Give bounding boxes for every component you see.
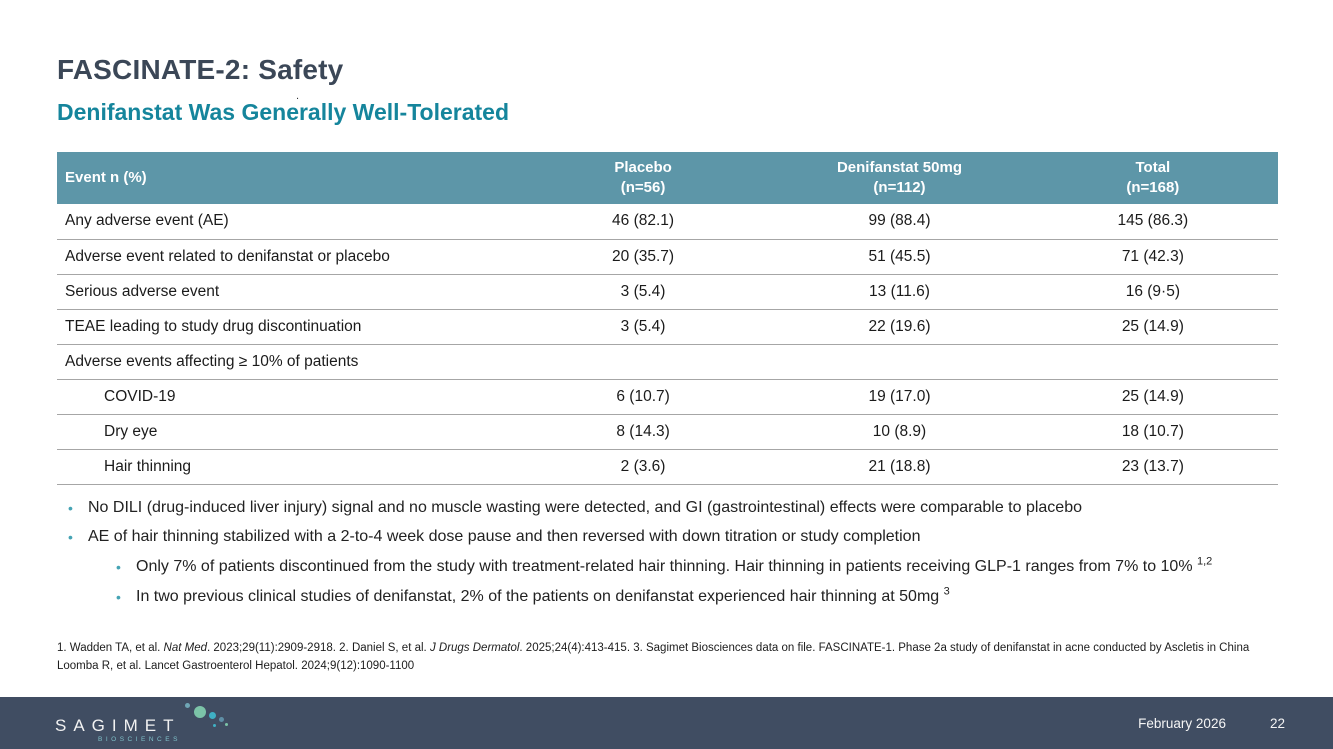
header-denifanstat-line2: (n=112) [873,179,926,196]
row-label: Dry eye [57,414,515,450]
sub-bullet-text-main: In two previous clinical studies of deni… [136,588,944,605]
footnote-line: 1. Wadden TA, et al. Nat Med. 2023;29(11… [57,641,1292,656]
header-denifanstat-line1: Denifanstat 50mg [836,159,962,176]
table-header-row: Event n (%) Placebo (n=56) Denifanstat 5… [57,152,1278,204]
footnotes: 1. Wadden TA, et al. Nat Med. 2023;29(11… [57,641,1292,673]
footnote-journal: Nat Med [163,642,208,654]
sub-bullet-item: • In two previous clinical studies of de… [105,586,1302,608]
page-number: 22 [1269,715,1285,731]
bullet-item: • No DILI (drug-induced liver injury) si… [57,497,1302,519]
bullet-text: No DILI (drug-induced liver injury) sign… [88,499,1082,516]
logo-dots-icon [165,701,255,731]
adverse-events-table: Event n (%) Placebo (n=56) Denifanstat 5… [57,152,1278,485]
bullet-icon: • [116,589,121,605]
row-label: Adverse events affecting ≥ 10% of patien… [57,344,515,380]
header-placebo-line2: (n=56) [620,179,666,196]
table-row: Dry eye 8 (14.3) 10 (8.9) 18 (10.7) [57,414,1278,450]
key-points: • No DILI (drug-induced liver injury) si… [57,497,1302,615]
cell-denifanstat: 10 (8.9) [771,414,1028,450]
footer-meta: February 2026 22 [1138,697,1285,749]
header-placebo-line1: Placebo [614,159,672,176]
slide-footer: SAGIMET BIOSCIENCES February 2026 22 [0,697,1333,749]
cell-denifanstat: 13 (11.6) [771,274,1028,310]
footnote-ref: 1,2 [1197,555,1213,568]
page-title: FASCINATE-2: Safety [57,54,344,85]
header-total-line2: (n=168) [1126,179,1180,196]
header-placebo: Placebo (n=56) [514,152,772,204]
table-row: Any adverse event (AE) 46 (82.1) 99 (88.… [57,204,1278,240]
table-row: COVID-19 6 (10.7) 19 (17.0) 25 (14.9) [57,379,1278,415]
bullet-icon: • [68,529,73,545]
bullet-text: AE of hair thinning stabilized with a 2-… [88,528,921,545]
cell-placebo: 3 (5.4) [514,309,772,345]
sub-bullet-text-main: Only 7% of patients discontinued from th… [136,558,1197,575]
row-label: TEAE leading to study drug discontinuati… [57,309,515,345]
cell-placebo: 8 (14.3) [514,414,772,450]
footnote-ref: 3 [943,585,950,598]
row-label: Any adverse event (AE) [57,204,515,240]
header-total-line1: Total [1135,159,1171,176]
header-denifanstat: Denifanstat 50mg (n=112) [771,152,1028,204]
cell-total: 145 (86.3) [1027,204,1278,240]
cell-total: 18 (10.7) [1027,414,1278,450]
cell-denifanstat: 99 (88.4) [771,204,1028,240]
page-subtitle: Denifanstat Was Generally Well-Tolerated [57,99,510,125]
cell-denifanstat: 21 (18.8) [771,449,1028,485]
header-total: Total (n=168) [1027,152,1278,204]
cell-placebo: 6 (10.7) [514,379,772,415]
cell-denifanstat: 19 (17.0) [771,379,1028,415]
cell-denifanstat: 22 (19.6) [771,309,1028,345]
footnote-segment: 1. Wadden TA, et al. [57,642,164,654]
cell-total: 16 (9·5) [1027,274,1278,310]
logo-wordmark: SAGIMET [55,716,181,735]
table-row: Serious adverse event 3 (5.4) 13 (11.6) … [57,274,1278,310]
cell-placebo: 20 (35.7) [514,239,772,275]
cell-total [1027,344,1278,380]
cell-placebo: 3 (5.4) [514,274,772,310]
cell-denifanstat: 51 (45.5) [771,239,1028,275]
row-label: Serious adverse event [57,274,515,310]
sub-bullet-text: In two previous clinical studies of deni… [136,586,1226,608]
footnote-segment: . 2025;24(4):413-415. 3. Sagimet Bioscie… [519,642,1250,654]
bullet-icon: • [116,559,121,575]
bullet-item: • AE of hair thinning stabilized with a … [57,526,1302,548]
stray-dot: . [296,90,300,102]
cell-total: 71 (42.3) [1027,239,1278,275]
logo-tagline: BIOSCIENCES [98,736,181,743]
cell-total: 25 (14.9) [1027,379,1278,415]
cell-placebo: 2 (3.6) [514,449,772,485]
footnote-line: Loomba R, et al. Lancet Gastroenterol He… [57,659,415,672]
sub-bullet-item: • Only 7% of patients discontinued from … [105,556,1302,578]
cell-placebo [514,344,772,380]
sub-bullet-text: Only 7% of patients discontinued from th… [136,556,1226,578]
bullet-icon: • [68,500,73,516]
row-label: COVID-19 [57,379,515,415]
footnote-journal: J Drugs Dermatol [429,642,520,654]
cell-placebo: 46 (82.1) [514,204,772,240]
row-label: Hair thinning [57,449,515,485]
table-row: TEAE leading to study drug discontinuati… [57,309,1278,345]
footnote-segment: . 2023;29(11):2909-2918. 2. Daniel S, et… [207,642,430,654]
header-event: Event n (%) [57,152,515,204]
table-section-row: Adverse events affecting ≥ 10% of patien… [57,344,1278,380]
row-label: Adverse event related to denifanstat or … [57,239,515,275]
table-row: Adverse event related to denifanstat or … [57,239,1278,275]
footer-date: February 2026 [1138,715,1226,731]
cell-denifanstat [771,344,1028,380]
cell-total: 25 (14.9) [1027,309,1278,345]
cell-total: 23 (13.7) [1027,449,1278,485]
table-row: Hair thinning 2 (3.6) 21 (18.8) 23 (13.7… [57,449,1278,485]
sagimet-logo: SAGIMET BIOSCIENCES [55,703,275,747]
